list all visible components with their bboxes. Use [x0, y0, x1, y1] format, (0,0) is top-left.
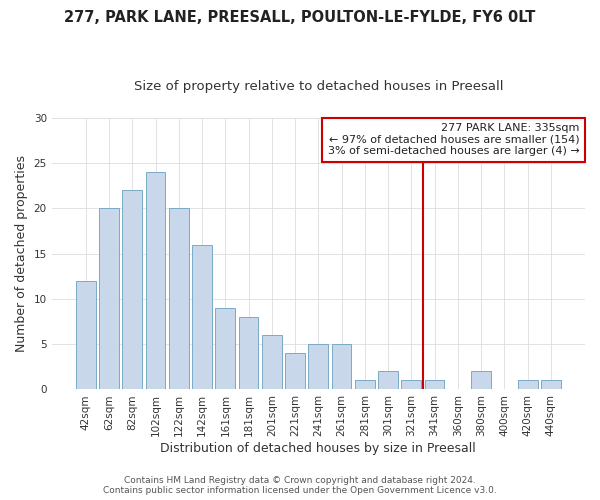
Text: Contains HM Land Registry data © Crown copyright and database right 2024.
Contai: Contains HM Land Registry data © Crown c… — [103, 476, 497, 495]
Bar — [99, 208, 119, 390]
Bar — [332, 344, 352, 390]
Bar — [471, 372, 491, 390]
Bar — [169, 208, 188, 390]
Bar — [401, 380, 421, 390]
Title: Size of property relative to detached houses in Preesall: Size of property relative to detached ho… — [134, 80, 503, 93]
Bar — [425, 380, 445, 390]
Bar — [215, 308, 235, 390]
Text: 277 PARK LANE: 335sqm
← 97% of detached houses are smaller (154)
3% of semi-deta: 277 PARK LANE: 335sqm ← 97% of detached … — [328, 123, 580, 156]
Bar — [76, 281, 95, 390]
Bar — [541, 380, 561, 390]
Bar — [262, 335, 282, 390]
Bar — [308, 344, 328, 390]
Bar — [122, 190, 142, 390]
Y-axis label: Number of detached properties: Number of detached properties — [15, 155, 28, 352]
Bar — [378, 372, 398, 390]
Bar — [192, 244, 212, 390]
X-axis label: Distribution of detached houses by size in Preesall: Distribution of detached houses by size … — [160, 442, 476, 455]
Bar — [355, 380, 375, 390]
Text: 277, PARK LANE, PREESALL, POULTON-LE-FYLDE, FY6 0LT: 277, PARK LANE, PREESALL, POULTON-LE-FYL… — [64, 10, 536, 25]
Bar — [285, 353, 305, 390]
Bar — [239, 317, 259, 390]
Bar — [146, 172, 166, 390]
Bar — [518, 380, 538, 390]
